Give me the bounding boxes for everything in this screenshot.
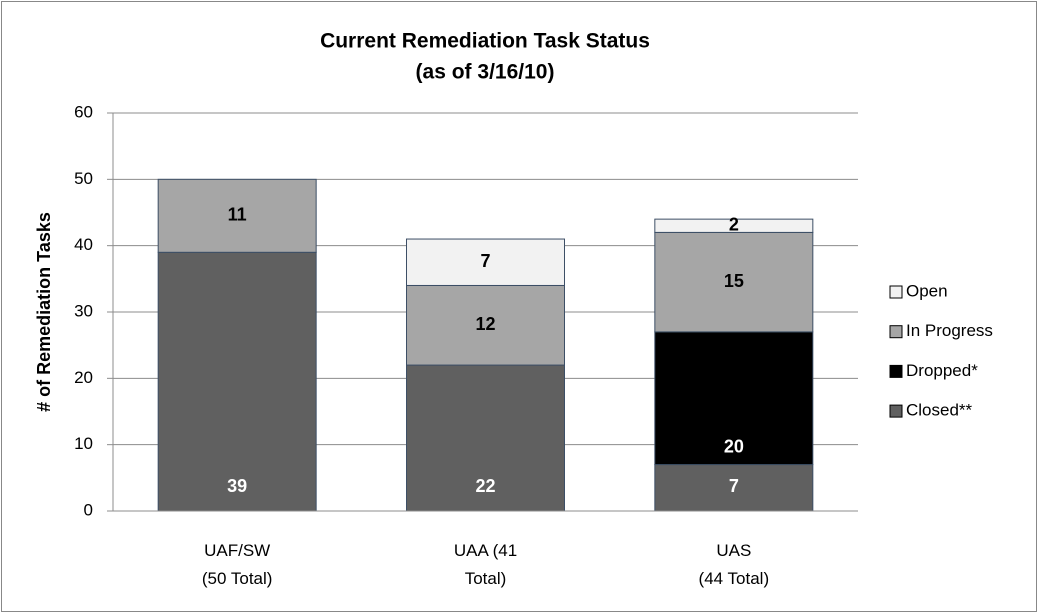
data-label: 7 <box>729 476 739 496</box>
bar-segment <box>406 284 565 366</box>
legend-swatch <box>889 364 903 378</box>
bar-segment <box>654 231 814 333</box>
bar-segment <box>654 464 814 512</box>
x-tick-label: UAS (44 Total) <box>699 541 770 588</box>
bar-segment <box>654 331 814 466</box>
y-axis-label: # of Remediation Tasks <box>34 212 54 412</box>
legend-label: Open <box>906 281 948 300</box>
data-label: 39 <box>227 476 247 496</box>
y-tick-label: 50 <box>74 169 93 188</box>
data-label: 22 <box>475 476 495 496</box>
legend-label: Dropped* <box>906 361 978 380</box>
bar-segment <box>157 178 317 253</box>
data-label: 15 <box>724 271 744 291</box>
legend-label: Closed** <box>906 401 973 420</box>
bar-segment <box>157 251 317 512</box>
y-tick-label: 0 <box>84 500 93 519</box>
data-label: 2 <box>729 215 739 235</box>
bar-segment <box>406 238 565 286</box>
data-label: 20 <box>724 436 744 456</box>
y-tick-label: 30 <box>74 301 93 320</box>
y-tick-label: 10 <box>74 434 93 453</box>
legend-label: In Progress <box>906 321 993 340</box>
legend-swatch <box>889 285 903 299</box>
chart-subtitle: (as of 3/16/10) <box>416 61 555 84</box>
y-tick-label: 60 <box>74 102 93 121</box>
legend-swatch <box>889 325 903 339</box>
chart-title: Current Remediation Task Status <box>320 30 650 53</box>
x-tick-label: UAF/SW (50 Total) <box>202 541 273 588</box>
y-tick-label: 40 <box>74 235 93 254</box>
y-tick-label: 20 <box>74 368 93 387</box>
bar-segment <box>654 218 814 233</box>
data-label: 7 <box>480 251 490 271</box>
legend-swatch <box>889 404 903 418</box>
data-label: 12 <box>475 314 495 334</box>
data-label: 11 <box>228 205 247 225</box>
bar-segment <box>406 364 565 512</box>
x-tick-label: UAA (41 Total) <box>454 541 517 588</box>
